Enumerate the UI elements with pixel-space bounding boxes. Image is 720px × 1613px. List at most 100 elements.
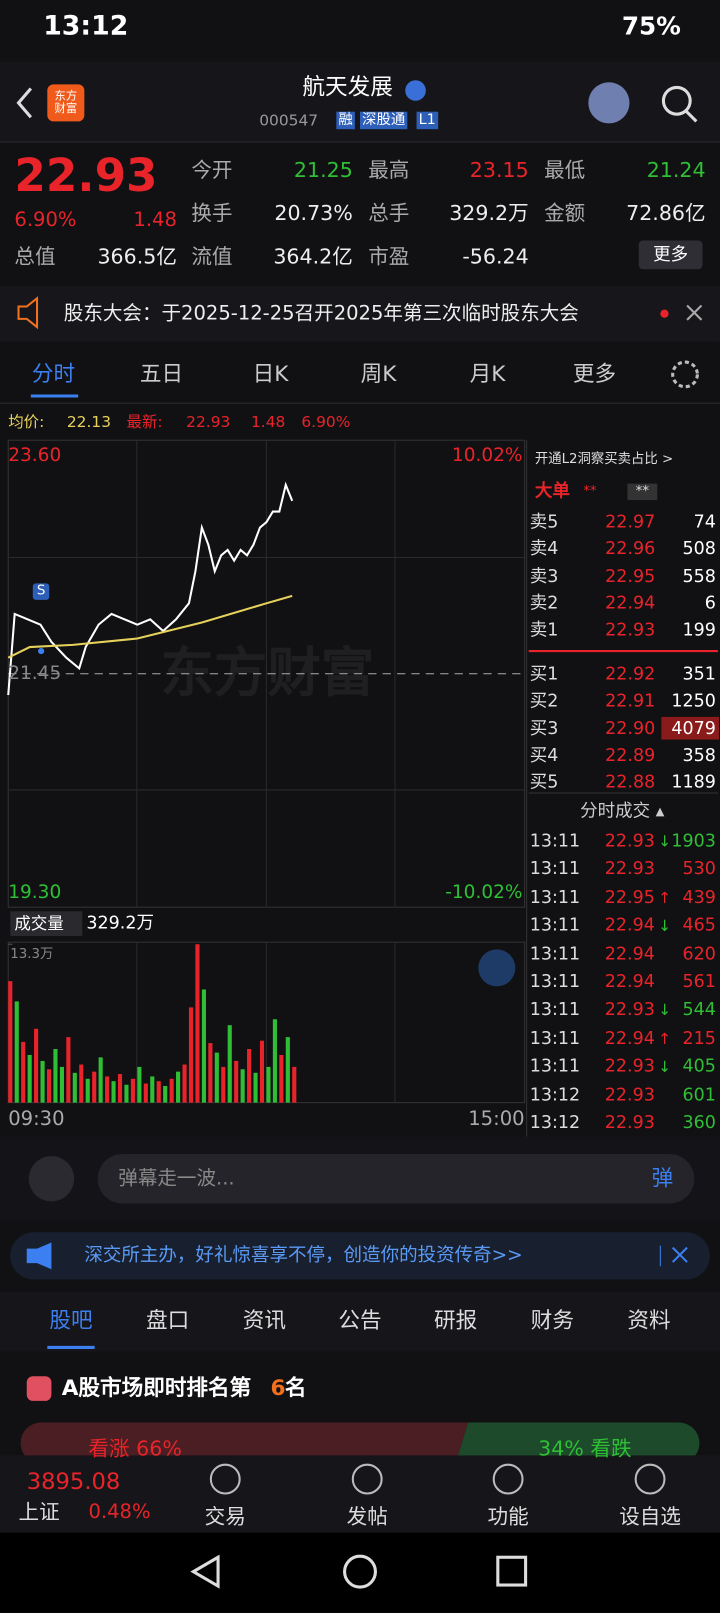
banner[interactable]: 深交所主办，好礼惊喜享不停，创造你的投资传奇>>: [84, 1244, 523, 1267]
tab[interactable]: 月K: [469, 361, 506, 387]
volume-bar: [66, 1037, 71, 1103]
x-tick-label: 09:30: [8, 1107, 65, 1130]
sub-tab[interactable]: 研报: [434, 1307, 478, 1333]
volume-bar: [208, 1043, 213, 1103]
book-volume: 508: [682, 539, 716, 560]
field-value: 21.25: [293, 157, 353, 183]
x-tick-label: 15:00: [468, 1107, 525, 1130]
clock: 13:12: [43, 10, 129, 42]
volume-bar: [163, 1085, 168, 1103]
summary-latest: 22.93: [186, 412, 231, 431]
sub-tab[interactable]: 盘口: [146, 1307, 190, 1333]
trade-price: 22.94: [604, 971, 655, 993]
tab[interactable]: 五日: [139, 361, 184, 387]
trade-volume: 405: [682, 1056, 716, 1077]
volume-bar: [188, 1007, 194, 1103]
tab[interactable]: 周K: [360, 361, 397, 387]
trade-volume: 620: [682, 943, 716, 965]
book-label: 卖3: [529, 566, 559, 587]
volume-bar: [266, 1066, 271, 1103]
volume-bar: [21, 1041, 26, 1103]
trade-time: 13:11: [529, 887, 581, 908]
rank-prefix: A股市场即时排名第: [61, 1375, 252, 1401]
sub-tab[interactable]: 资料: [627, 1307, 671, 1333]
volume-bar: [124, 1084, 129, 1103]
field-value: 364.2亿: [273, 243, 353, 269]
nav-item[interactable]: 交易: [204, 1503, 246, 1529]
summary-avg: 22.13: [66, 412, 112, 431]
book-label: 卖4: [529, 539, 559, 560]
trade-price: 22.93: [604, 1056, 655, 1077]
tab[interactable]: 分时: [31, 361, 76, 387]
field-value: 366.5亿: [97, 243, 177, 269]
book-price: 22.95: [605, 566, 656, 587]
field-label: 总手: [368, 200, 410, 226]
book-volume: 199: [682, 620, 716, 641]
book-label: 买4: [529, 745, 559, 766]
price: 22.93: [14, 149, 158, 203]
comment-button[interactable]: 弹: [651, 1165, 674, 1191]
field-label: 市盈: [368, 243, 410, 269]
nav-icon: [492, 1463, 524, 1495]
volume-bar: [46, 1069, 52, 1103]
volume-total: 329.2万: [86, 913, 154, 934]
book-volume: 358: [682, 745, 716, 766]
field-value: 20.73%: [274, 200, 353, 226]
notice[interactable]: 股东大会：于2025-12-25召开2025年第三次临时股东大会: [63, 301, 579, 325]
book-price: 22.97: [605, 512, 656, 533]
trade-price: 22.93: [604, 859, 655, 880]
volume-bar: [150, 1076, 155, 1103]
trade-time: 13:11: [529, 1056, 581, 1077]
sentiment-up: 看涨 66%: [88, 1435, 182, 1461]
watermark: 东方财富: [160, 642, 375, 705]
volume-bar: [92, 1071, 97, 1103]
volume-bar: [14, 1001, 19, 1103]
sub-tab[interactable]: 公告: [338, 1307, 382, 1333]
stock-code: 000547: [259, 111, 319, 130]
trade-arrow: ↓: [658, 1001, 672, 1020]
trade-price: 22.94: [604, 915, 655, 936]
nav-item[interactable]: 发帖: [346, 1503, 388, 1529]
masked: **: [627, 483, 658, 500]
tab[interactable]: 日K: [252, 361, 289, 387]
field-label: 金额: [544, 200, 586, 226]
sub-tab[interactable]: 资讯: [242, 1307, 286, 1333]
volume-bar: [59, 1066, 64, 1103]
volume-bar: [279, 1054, 284, 1103]
book-volume: 1250: [671, 691, 716, 712]
trade-price: 22.94: [604, 943, 655, 965]
trade-price: 22.95: [604, 887, 655, 908]
nav-item[interactable]: 功能: [487, 1503, 529, 1529]
book-label: 买3: [529, 718, 559, 739]
nav-icon: [634, 1463, 666, 1495]
volume-bar: [292, 1066, 297, 1103]
sub-tab[interactable]: 股吧: [49, 1307, 93, 1333]
volume-bar: [111, 1081, 116, 1103]
book-label: 买1: [529, 664, 559, 685]
trade-marker: [38, 647, 45, 655]
book-price: 22.88: [605, 772, 656, 794]
field-value: 23.15: [469, 157, 529, 183]
trade-volume: 360: [682, 1112, 716, 1134]
masked: **: [583, 483, 597, 500]
volume-bar: [240, 1069, 245, 1103]
logo: 东方财富: [54, 89, 78, 116]
volume-bar: [105, 1076, 110, 1103]
more-button[interactable]: 更多: [638, 240, 703, 270]
comment-input[interactable]: 弹幕走一波...: [118, 1167, 235, 1190]
volume-bar: [234, 1060, 239, 1103]
nav-icon: [351, 1463, 383, 1495]
nav-item[interactable]: 设自选: [619, 1503, 681, 1529]
sub-tab[interactable]: 财务: [530, 1307, 574, 1333]
trades-title: 分时成交 ▴: [580, 801, 665, 822]
tag: 深股通: [359, 111, 408, 129]
field-label: 流值: [191, 243, 233, 269]
tab[interactable]: 更多: [572, 361, 617, 387]
book-label: 卖5: [529, 512, 559, 533]
field-label: 总值: [14, 243, 56, 269]
stock-name: 航天发展: [302, 74, 393, 101]
y-tick-label: 21.45: [8, 662, 62, 685]
trade-time: 13:12: [529, 1112, 581, 1134]
price-line: [7, 481, 294, 696]
